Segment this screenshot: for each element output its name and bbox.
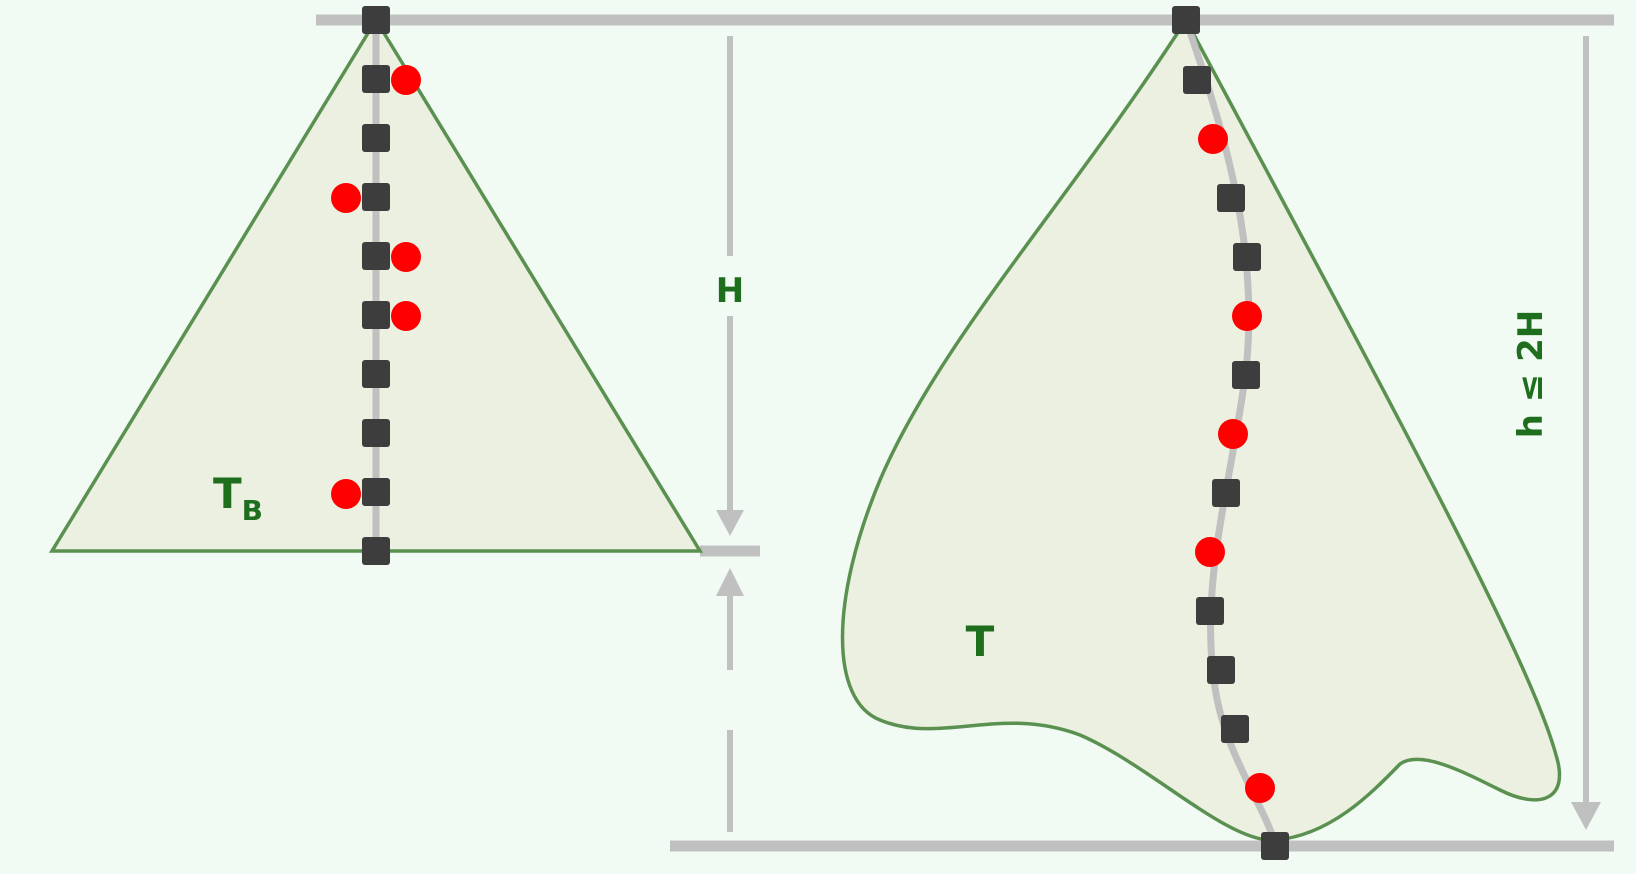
chain-node-square: [1212, 479, 1240, 507]
gap-arrow-head-up: [716, 568, 744, 596]
label-tb-main: T: [213, 469, 242, 518]
chain-node-square: [1172, 6, 1200, 34]
height-label-h: H: [716, 271, 744, 311]
height-arrow-h2: [1571, 36, 1601, 830]
chain-node-square: [362, 242, 390, 270]
guide-lines: [316, 14, 1614, 852]
chain-node-square: [1207, 656, 1235, 684]
chain-node-square: [362, 124, 390, 152]
chain-node-dot: [1198, 124, 1228, 154]
chain-node-square: [1261, 832, 1289, 860]
chain-node-square: [362, 478, 390, 506]
chain-node-dot: [391, 242, 421, 272]
chain-node-square: [1233, 243, 1261, 271]
chain-node-dot: [391, 301, 421, 331]
chain-node-square: [1183, 66, 1211, 94]
chain-node-dot: [1245, 773, 1275, 803]
chain-node-dot: [331, 183, 361, 213]
chain-node-square: [362, 6, 390, 34]
chain-node-square: [1217, 184, 1245, 212]
chain-node-square: [1232, 361, 1260, 389]
h2-arrow-head-down: [1571, 802, 1601, 830]
chain-node-dot: [331, 479, 361, 509]
right-chain-spine: [1182, 18, 1280, 848]
gap-arrow-up: [716, 568, 744, 832]
chain-node-dot: [391, 65, 421, 95]
label-t: T: [966, 617, 995, 666]
chain-node-square: [362, 360, 390, 388]
chain-node-square: [362, 419, 390, 447]
chain-node-dot: [1232, 301, 1262, 331]
label-tb-subscript: B: [242, 494, 263, 527]
chain-node-square: [1196, 597, 1224, 625]
chain-node-square: [362, 65, 390, 93]
h-arrow-head-down: [716, 510, 744, 536]
chain-node-dot: [1218, 419, 1248, 449]
left-chain: [331, 6, 421, 565]
right-chain: [1172, 6, 1289, 860]
chain-node-square: [362, 183, 390, 211]
chain-node-square: [362, 537, 390, 565]
chain-node-square: [1221, 715, 1249, 743]
chain-node-dot: [1195, 537, 1225, 567]
shape-t: [840, 16, 1562, 842]
height-arrow-h: [716, 36, 744, 536]
chain-node-square: [362, 301, 390, 329]
label-tb: TB: [213, 469, 263, 527]
height-label-h-le-2h: h ≤ 2H: [1511, 310, 1551, 438]
